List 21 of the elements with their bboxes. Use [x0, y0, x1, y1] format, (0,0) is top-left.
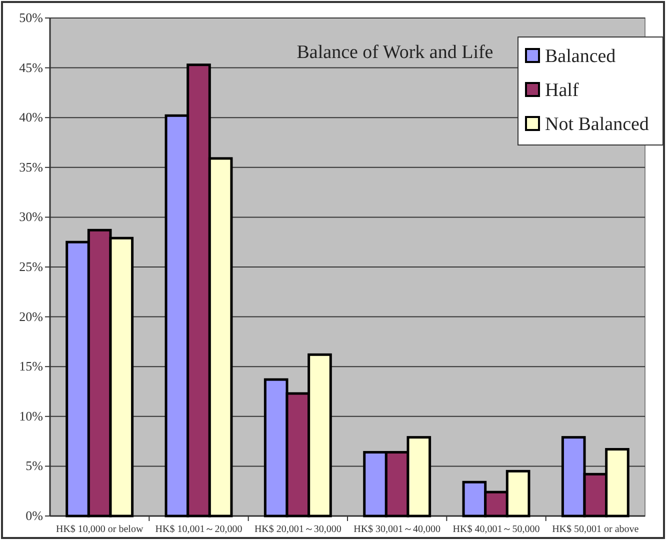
x-tick-label: HK$ 40,001～50,000	[452, 524, 540, 535]
x-tick-label: HK$ 10,000 or below	[56, 524, 144, 535]
legend-label: Half	[545, 80, 580, 101]
y-tick-label: 45%	[19, 60, 44, 75]
legend-label: Not Balanced	[545, 114, 650, 135]
x-tick-label: HK$ 30,001～40,000	[354, 524, 441, 535]
y-tick-label: 30%	[19, 209, 44, 224]
x-tick-label: HK$ 50,001 or above	[552, 524, 640, 535]
y-tick-label: 15%	[19, 358, 44, 374]
y-tick-label: 25%	[19, 259, 44, 274]
y-tick-label: 5%	[26, 458, 44, 474]
y-tick-label: 20%	[19, 308, 44, 324]
y-tick-label: 0%	[26, 508, 44, 523]
text: Balance of Work and Life	[296, 42, 494, 63]
y-tick-label: 40%	[19, 110, 44, 125]
y-tick-label: 35%	[19, 159, 44, 174]
x-tick-label: HK$ 10,001～20,000	[155, 524, 242, 535]
legend-label: Balanced	[545, 46, 616, 67]
y-tick-label: 50%	[19, 10, 44, 25]
x-tick-label: HK$ 20,001～30,000	[254, 524, 342, 535]
y-tick-label: 10%	[19, 408, 44, 424]
